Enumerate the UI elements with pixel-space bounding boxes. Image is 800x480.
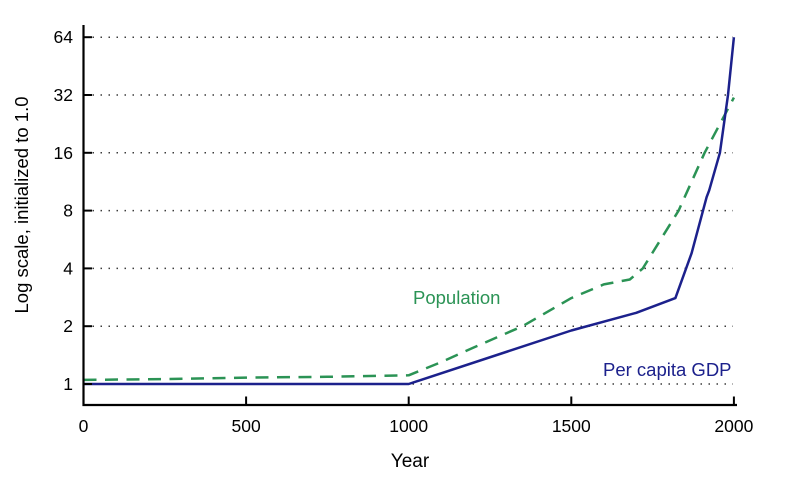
y-tick-label-4: 4 xyxy=(63,258,73,278)
x-tick-label-1500: 1500 xyxy=(552,416,591,436)
x-tick-label-1000: 1000 xyxy=(389,416,428,436)
x-tick-label-2000: 2000 xyxy=(714,416,753,436)
y-tick-label-2: 2 xyxy=(63,316,73,336)
x-axis-ticks xyxy=(82,396,735,405)
population-line xyxy=(83,97,736,382)
per-capita-gdp-label: Per capita GDP xyxy=(603,359,732,380)
y-tick-label-16: 16 xyxy=(54,143,73,163)
y-tick-label-64: 64 xyxy=(54,27,74,47)
x-axis-title: Year xyxy=(391,451,430,472)
y-tick-label-32: 32 xyxy=(54,85,73,105)
y-tick-label-8: 8 xyxy=(63,201,73,221)
x-axis-tick-labels: 0 500 1000 1500 2000 xyxy=(79,416,754,436)
population-label: Population xyxy=(413,287,500,308)
per-capita-gdp-line xyxy=(83,37,736,386)
x-tick-label-500: 500 xyxy=(231,416,260,436)
grid-dotted-lines xyxy=(92,36,733,385)
x-tick-label-0: 0 xyxy=(79,416,89,436)
y-axis-tick-labels: 1 2 4 8 16 32 64 xyxy=(54,27,74,394)
y-axis-title: Log scale, initialized to 1.0 xyxy=(11,97,32,314)
y-tick-label-1: 1 xyxy=(63,374,73,394)
y-axis-ticks xyxy=(83,36,92,385)
data-series xyxy=(83,37,736,386)
